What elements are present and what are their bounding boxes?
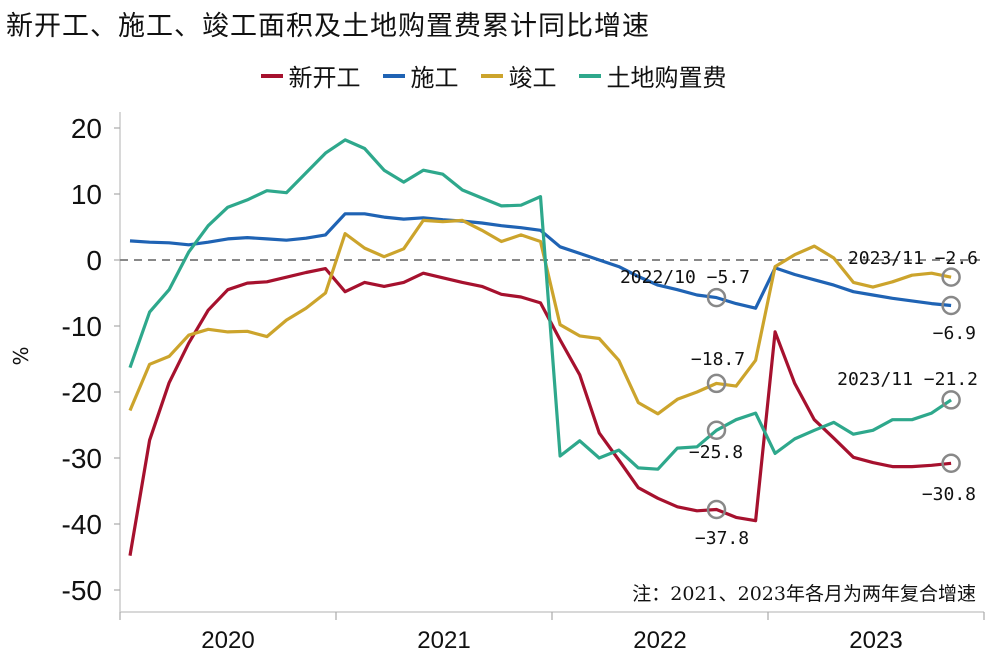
legend-label: 土地购置费 bbox=[606, 64, 727, 92]
annotation-label: −18.7 bbox=[691, 349, 745, 370]
annotation-marker bbox=[706, 499, 727, 520]
legend: 新开工 施工 竣工 土地购置费 bbox=[0, 58, 987, 93]
annotation-label: 2022/10 −5.7 bbox=[620, 267, 750, 288]
annotation-label: 2023/11 −2.6 bbox=[848, 248, 978, 269]
x-tick-label: 2022 bbox=[633, 627, 686, 654]
series-line-新开工 bbox=[128, 267, 952, 556]
legend-item: 施工 bbox=[382, 58, 459, 93]
series-line-竣工 bbox=[128, 218, 952, 416]
legend-swatch bbox=[260, 73, 283, 78]
x-tick-label: 2023 bbox=[849, 627, 902, 654]
y-tick-label: -10 bbox=[62, 311, 102, 342]
y-tick-label: -30 bbox=[62, 443, 102, 474]
annotation-marker bbox=[706, 287, 727, 308]
annotation-marker bbox=[941, 453, 961, 474]
annotation-marker bbox=[941, 390, 961, 410]
legend-swatch bbox=[382, 73, 405, 78]
legend-item: 新开工 bbox=[260, 58, 361, 93]
x-tick-label: 2020 bbox=[201, 627, 254, 654]
legend-item: 竣工 bbox=[480, 58, 557, 93]
annotation-label: −6.9 bbox=[933, 323, 976, 344]
annotation-label: −37.8 bbox=[695, 528, 749, 549]
y-tick-label: -20 bbox=[62, 377, 102, 408]
legend-label: 施工 bbox=[410, 64, 459, 92]
y-axis-label: % bbox=[9, 346, 33, 365]
y-tick-label: -50 bbox=[62, 575, 102, 606]
y-tick-label: 10 bbox=[71, 179, 102, 210]
annotation-marker bbox=[941, 295, 961, 316]
legend-label: 竣工 bbox=[508, 64, 557, 92]
annotation-marker bbox=[941, 267, 961, 287]
x-tick-label: 2021 bbox=[417, 627, 470, 654]
legend-item: 土地购置费 bbox=[578, 58, 727, 93]
chart-title: 新开工、施工、竣工面积及土地购置费累计同比增速 bbox=[6, 11, 650, 42]
y-tick-label: -40 bbox=[62, 509, 102, 540]
series-line-施工 bbox=[129, 212, 952, 310]
y-tick-label: 20 bbox=[71, 113, 102, 144]
series-line-土地购置费 bbox=[128, 138, 952, 471]
annotation-label: −30.8 bbox=[922, 484, 976, 505]
y-tick-label: 0 bbox=[86, 245, 102, 276]
annotation-marker bbox=[706, 420, 727, 441]
legend-label: 新开工 bbox=[288, 64, 361, 92]
annotation-label: −25.8 bbox=[689, 442, 743, 463]
legend-swatch bbox=[578, 73, 601, 78]
chart-note: 注：2021、2023年各月为两年复合增速 bbox=[632, 583, 976, 605]
annotation-label: 2023/11 −21.2 bbox=[837, 369, 978, 390]
legend-swatch bbox=[480, 73, 503, 78]
annotation-marker bbox=[706, 373, 727, 394]
